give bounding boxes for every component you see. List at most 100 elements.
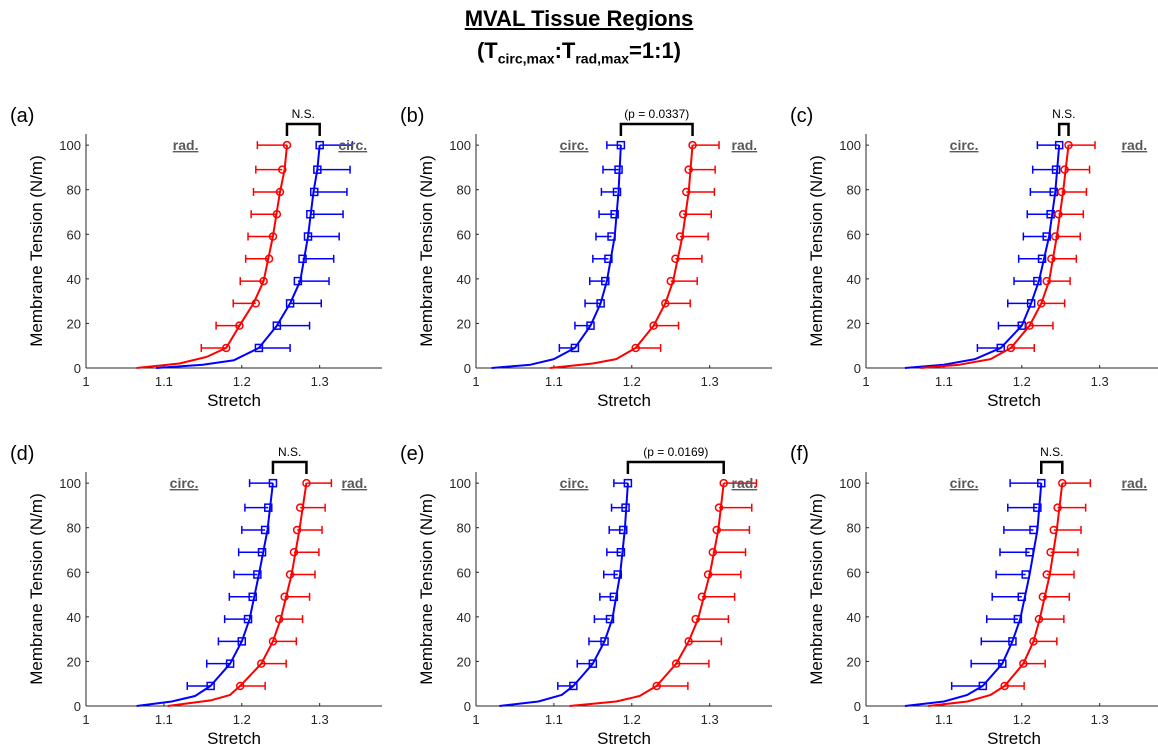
data-point-circ [268, 478, 278, 488]
y-tick-label: 20 [847, 654, 861, 669]
error-bar-circ [600, 187, 617, 196]
series-rad [549, 140, 720, 369]
data-point-rad [708, 547, 718, 557]
data-point-rad [1051, 232, 1060, 241]
x-tick-label: 1.2 [1013, 374, 1031, 389]
x-axis-label: Stretch [987, 391, 1041, 410]
data-point-rad [682, 187, 691, 197]
data-point-rad [302, 478, 311, 488]
y-axis-label: Membrane Tension (N/m) [807, 493, 826, 684]
x-tick-label: 1.1 [545, 712, 563, 727]
error-bar-rad [680, 232, 709, 241]
error-bar-circ [991, 592, 1022, 601]
error-bar-circ [276, 321, 311, 330]
data-point-rad [1000, 681, 1009, 691]
series-label: circ. [560, 137, 589, 153]
series-label: rad. [732, 137, 758, 153]
error-bar-circ [308, 232, 340, 241]
data-point-circ [1042, 232, 1051, 241]
x-tick-label: 1.3 [701, 712, 719, 727]
error-bar-rad [255, 165, 283, 174]
y-tick-label: 80 [457, 521, 471, 536]
series-rad [136, 140, 292, 369]
data-point-circ [225, 659, 235, 668]
x-tick-label: 1.2 [233, 712, 251, 727]
data-point-rad [282, 140, 292, 150]
x-axis-label: Stretch [597, 391, 651, 410]
data-point-rad [235, 321, 244, 330]
significance-label: N.S. [278, 445, 301, 459]
data-point-circ [996, 343, 1006, 353]
data-point-rad [1042, 570, 1051, 579]
error-bar-circ [1007, 503, 1038, 512]
error-bar-circ [584, 299, 601, 308]
data-point-circ [1008, 637, 1017, 646]
data-point-rad [1058, 478, 1067, 488]
y-axis-label: Membrane Tension (N/m) [417, 493, 436, 684]
significance-label: N.S. [292, 107, 315, 121]
significance-bracket [271, 460, 308, 474]
data-point-circ [600, 637, 609, 646]
data-point-rad [272, 209, 282, 219]
error-bar-rad [716, 525, 751, 534]
y-tick-label: 40 [67, 272, 81, 287]
error-bar-rad [683, 210, 712, 219]
error-bar-circ [297, 277, 330, 286]
data-point-circ [1037, 254, 1047, 264]
error-bar-rad [1042, 592, 1071, 601]
x-axis-label: Stretch [987, 729, 1041, 748]
x-tick-label: 1.1 [545, 374, 563, 389]
error-bar-circ [576, 659, 593, 668]
series-label: circ. [950, 475, 979, 491]
error-bar-circ [606, 141, 621, 150]
error-bar-circ [593, 615, 610, 624]
figure-subtitle: (Tcirc,max:Trad,max=1:1) [0, 38, 1158, 66]
series-rad [167, 478, 333, 707]
error-bar-rad [712, 548, 747, 557]
data-point-rad [649, 321, 658, 330]
x-tick-label: 1.1 [935, 712, 953, 727]
series-line-rad [569, 482, 725, 707]
error-bar-rad [1050, 548, 1079, 557]
data-point-circ [260, 525, 270, 535]
significance-bracket [626, 460, 725, 474]
data-point-rad [289, 547, 299, 557]
data-point-circ [264, 503, 273, 512]
data-point-rad [1034, 614, 1044, 624]
y-tick-label: 40 [67, 610, 81, 625]
y-tick-label: 40 [847, 272, 861, 287]
series-label: circ. [170, 475, 199, 491]
error-bar-circ [595, 232, 612, 241]
error-bar-circ [588, 277, 606, 286]
data-point-circ [612, 187, 622, 197]
data-point-circ [254, 343, 264, 353]
data-point-rad [666, 276, 675, 286]
error-bar-circ [980, 637, 1013, 646]
series-label: circ. [338, 137, 367, 153]
data-point-rad [257, 659, 266, 668]
x-tick-label: 1.2 [233, 374, 251, 389]
error-bar-circ [314, 187, 348, 196]
data-point-rad [285, 570, 295, 579]
data-point-rad [1025, 321, 1034, 330]
data-point-circ [272, 321, 282, 330]
data-point-rad [1054, 209, 1063, 219]
y-tick-label: 0 [854, 361, 861, 376]
data-point-circ [570, 343, 580, 353]
figure-title: MVAL Tissue Regions [464, 6, 694, 31]
error-bar-circ [602, 165, 619, 174]
significance-label: N.S. [1040, 445, 1063, 459]
y-tick-label: 100 [59, 476, 81, 491]
y-tick-label: 20 [67, 654, 81, 669]
y-tick-label: 60 [457, 227, 471, 242]
data-point-circ [1046, 209, 1055, 219]
error-bar-rad [250, 210, 277, 219]
x-tick-label: 1.3 [1091, 374, 1109, 389]
y-tick-label: 100 [449, 138, 471, 153]
error-bar-rad [656, 681, 689, 690]
error-bar-rad [692, 141, 720, 150]
data-point-rad [275, 187, 285, 197]
significance-label: (p = 0.0337) [624, 107, 689, 121]
series-line-circ [499, 483, 629, 707]
y-tick-label: 100 [449, 476, 471, 491]
